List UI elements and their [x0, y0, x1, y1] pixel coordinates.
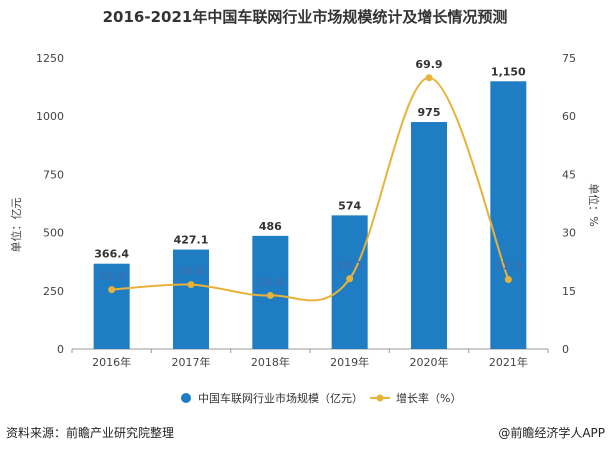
x-tick-label: 2016年 — [92, 355, 131, 369]
legend-bar-label: 中国车联网行业市场规模（亿元） — [198, 391, 363, 405]
legend-line-dot — [376, 394, 384, 402]
growth-rate-line — [111, 76, 510, 302]
x-tick-label: 2021年 — [489, 355, 528, 369]
right-tick-label: 45 — [562, 168, 576, 181]
growth-point-label: 15.3 — [98, 270, 125, 283]
bar-value-labels: 366.4 427.1 486 574 975 1,150 — [94, 65, 526, 260]
x-axis-ticks: 2016年 2017年 2018年 2019年 2020年 2021年 — [71, 349, 549, 369]
x-tick-label: 2018年 — [251, 355, 290, 369]
bar-value-label: 975 — [418, 106, 441, 119]
credit-note: @前瞻经济学人APP — [498, 425, 605, 440]
right-axis-ticks: 0 15 30 45 60 75 — [562, 52, 576, 356]
left-tick-label: 0 — [57, 343, 64, 356]
growth-point-label: 17.9 — [495, 260, 522, 273]
bar-value-label: 486 — [259, 220, 282, 233]
left-tick-label: 750 — [43, 168, 64, 181]
growth-point — [108, 286, 116, 294]
bar-value-label: 366.4 — [94, 248, 129, 261]
growth-point-label: 69.9 — [415, 58, 442, 71]
growth-rate-labels: 15.3 16.6 13.8 18.1 69.9 17.9 — [98, 58, 522, 289]
chart-title: 2016-2021年中国车联网行业市场规模统计及增长情况预测 — [103, 8, 508, 26]
legend-bar-marker — [181, 393, 191, 403]
growth-point-label: 13.8 — [257, 275, 284, 288]
bar-value-label: 574 — [338, 199, 361, 212]
source-note: 资料来源：前瞻产业研究院整理 — [6, 425, 174, 440]
x-tick-label: 2019年 — [330, 355, 369, 369]
growth-point — [266, 291, 274, 299]
bar — [173, 249, 209, 349]
left-tick-label: 1250 — [36, 52, 64, 65]
left-axis-ticks: 0 250 500 750 1000 1250 — [36, 52, 64, 356]
x-tick-label: 2020年 — [410, 355, 449, 369]
growth-point-label: 16.6 — [177, 265, 204, 278]
left-tick-label: 1000 — [36, 110, 64, 123]
legend: 中国车联网行业市场规模（亿元） 增长率（%） — [181, 391, 461, 405]
bar-value-label: 427.1 — [174, 234, 209, 247]
growth-point — [187, 281, 195, 289]
legend-line-label: 增长率（%） — [396, 391, 461, 405]
x-tick-label: 2017年 — [172, 355, 211, 369]
right-tick-label: 75 — [562, 52, 576, 65]
growth-point-label: 18.1 — [336, 259, 363, 272]
growth-rate-points — [108, 74, 512, 299]
left-tick-label: 250 — [43, 285, 64, 298]
bar — [411, 122, 447, 350]
bar — [490, 81, 527, 349]
left-axis-label: 单位：亿元 — [9, 198, 23, 253]
bar — [93, 263, 130, 349]
right-tick-label: 60 — [562, 110, 576, 123]
growth-point — [346, 275, 354, 283]
bar-value-label: 1,150 — [491, 65, 526, 78]
right-tick-label: 15 — [562, 285, 576, 298]
right-axis-label: 单位：% — [587, 183, 601, 226]
left-tick-label: 500 — [43, 227, 64, 240]
right-tick-label: 30 — [562, 227, 576, 240]
growth-point — [425, 74, 433, 82]
bar-series — [93, 81, 527, 350]
right-tick-label: 0 — [562, 343, 569, 356]
growth-point — [504, 276, 512, 284]
